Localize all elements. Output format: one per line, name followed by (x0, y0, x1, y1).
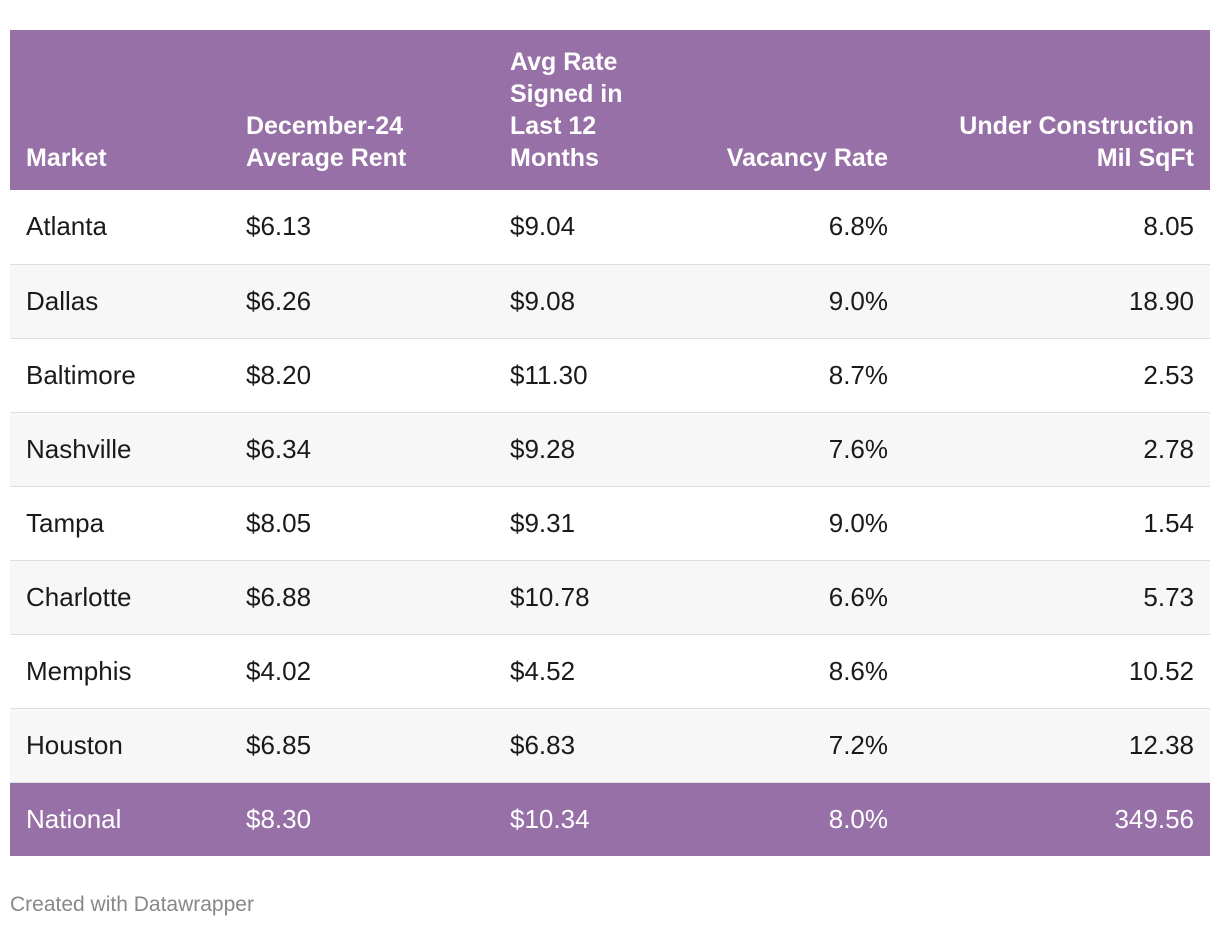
value-cell: 8.7% (828, 359, 888, 390)
total-value-cell: 349.56 (1114, 803, 1194, 834)
value-cell: 18.90 (1128, 285, 1194, 316)
table-header: Market December-24 Average Rent Avg Rate S… (10, 30, 1210, 190)
market-name-cell: Houston (26, 729, 123, 760)
table-row: Dallas $6.26 $9.08 9.0% 18.90 (10, 264, 1210, 338)
total-label-cell: National (26, 803, 122, 834)
total-value-cell: $10.34 (510, 803, 590, 834)
value-cell: $4.02 (246, 655, 312, 686)
market-name-cell: Tampa (26, 507, 105, 538)
table-row: Baltimore $8.20 $11.30 8.7% 2.53 (10, 338, 1210, 412)
value-cell: $6.85 (246, 729, 312, 760)
value-cell: 8.05 (1143, 211, 1194, 242)
column-header: Under Construction Mil SqFt (959, 112, 1194, 172)
value-cell: $10.78 (510, 581, 590, 612)
value-cell: $8.05 (246, 507, 312, 538)
value-cell: 5.73 (1143, 581, 1194, 612)
table-row: Nashville $6.34 $9.28 7.6% 2.78 (10, 412, 1210, 486)
value-cell: $11.30 (510, 359, 588, 390)
column-header: Market (26, 144, 107, 172)
value-cell: $6.34 (246, 433, 312, 464)
value-cell: 10.52 (1128, 655, 1194, 686)
table-row: Houston $6.85 $6.83 7.2% 12.38 (10, 708, 1210, 782)
table-row: Memphis $4.02 $4.52 8.6% 10.52 (10, 634, 1210, 708)
value-cell: 7.6% (828, 433, 888, 464)
value-cell: 9.0% (828, 285, 888, 316)
column-header: Avg Rate Signed in Last 12 Months (510, 48, 623, 172)
value-cell: 1.54 (1143, 507, 1194, 538)
header-row: Market December-24 Average Rent Avg Rate S… (10, 30, 1210, 190)
market-name-cell: Dallas (26, 285, 99, 316)
table-row: Charlotte $6.88 $10.78 6.6% 5.73 (10, 560, 1210, 634)
value-cell: $9.08 (510, 285, 576, 316)
market-name-cell: Atlanta (26, 211, 107, 242)
table-row: Atlanta $6.13 $9.04 6.8% 8.05 (10, 190, 1210, 264)
value-cell: 8.6% (828, 655, 888, 686)
value-cell: 7.2% (828, 729, 888, 760)
value-cell: $8.20 (246, 359, 312, 390)
table-body: Atlanta $6.13 $9.04 6.8% 8.05 Dallas $6.26 $9.0… (10, 190, 1210, 856)
value-cell: 12.38 (1128, 729, 1194, 760)
market-name-cell: Baltimore (26, 359, 136, 390)
value-cell: 9.0% (828, 507, 888, 538)
value-cell: $6.88 (246, 581, 312, 612)
total-value-cell: 8.0% (828, 803, 888, 834)
data-table-container: Market December-24 Average Rent Avg Rate S… (10, 30, 1210, 856)
value-cell: $6.13 (246, 211, 312, 242)
national-total-row: National $8.30 $10.34 8.0% 349.56 (10, 782, 1210, 856)
value-cell: $9.04 (510, 211, 576, 242)
market-name-cell: Memphis (26, 655, 132, 686)
table-row: Tampa $8.05 $9.31 9.0% 1.54 (10, 486, 1210, 560)
value-cell: $9.31 (510, 507, 576, 538)
market-name-cell: Charlotte (26, 581, 132, 612)
value-cell: 2.78 (1143, 433, 1194, 464)
value-cell: $6.26 (246, 285, 312, 316)
total-value-cell: $8.30 (246, 803, 312, 834)
value-cell: 2.53 (1143, 359, 1194, 390)
datawrapper-credit: Created with Datawrapper (10, 893, 254, 916)
market-rent-table: Market December-24 Average Rent Avg Rate S… (10, 30, 1210, 856)
value-cell: $9.28 (510, 433, 576, 464)
column-header: Vacancy Rate (726, 144, 888, 172)
value-cell: $4.52 (510, 655, 576, 686)
market-name-cell: Nashville (26, 433, 132, 464)
value-cell: 6.6% (828, 581, 888, 612)
value-cell: 6.8% (828, 211, 888, 242)
column-header: December-24 Average Rent (246, 112, 407, 172)
value-cell: $6.83 (510, 729, 576, 760)
